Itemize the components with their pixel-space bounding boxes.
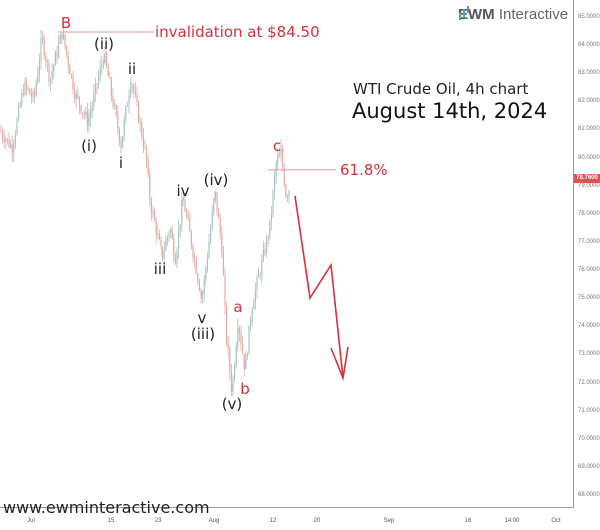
candlestick-chart	[0, 25, 349, 397]
y-tick-label: 70.0000	[578, 435, 600, 442]
x-tick-label: 14:00	[504, 518, 520, 524]
x-tick-label: 15	[107, 518, 115, 524]
brand-name: EWM Interactive	[458, 6, 568, 23]
y-tick-label: 69.0000	[578, 463, 600, 470]
y-tick-label: 71.0000	[578, 407, 600, 414]
chart-title: WTI Crude Oil, 4h chart	[353, 80, 529, 98]
x-tick-label: Oct	[551, 518, 561, 524]
brand-logo: EWM Interactive	[458, 6, 568, 23]
x-tick-label: 12	[269, 518, 277, 524]
invalidation-label: invalidation at $84.50	[155, 23, 320, 41]
wave-label: c	[272, 137, 282, 155]
y-tick-label: 82.0000	[578, 98, 600, 105]
y-tick-label: 79.0000	[578, 182, 600, 189]
y-tick-label: 81.0000	[578, 126, 600, 133]
y-tick-label: 83.0000	[578, 70, 600, 77]
wave-label: v	[197, 309, 207, 327]
wave-label: (iv)	[203, 171, 229, 189]
y-tick-label: 75.0000	[578, 295, 600, 302]
bar-chart-logo-icon	[459, 6, 469, 20]
wave-label: (iii)	[190, 325, 216, 343]
chart-plot-area	[0, 0, 574, 508]
wave-label: (ii)	[93, 35, 115, 53]
y-tick-label: 72.0000	[578, 379, 600, 386]
wave-label: a	[233, 298, 243, 316]
current-price-badge: 78.7600	[574, 174, 600, 183]
wave-label: i	[118, 154, 124, 172]
candles	[0, 25, 290, 397]
wave-label: B	[60, 14, 72, 32]
wave-label: iv	[176, 182, 190, 200]
y-tick-label: 76.0000	[578, 267, 600, 274]
x-tick-label: Sep	[383, 518, 395, 524]
chart-date: August 14th, 2024	[352, 99, 548, 123]
y-tick-label: 84.0000	[578, 42, 600, 49]
x-tick-label: 16	[464, 518, 472, 524]
wave-label: ii	[127, 60, 137, 78]
y-tick-label: 68.0000	[578, 492, 600, 499]
x-tick-label: 20	[313, 518, 321, 524]
y-tick-label: 77.0000	[578, 238, 600, 245]
y-tick-label: 80.0000	[578, 154, 600, 161]
brand-name-rest: Interactive	[494, 6, 569, 23]
x-tick-label: 23	[154, 518, 162, 524]
fib-level-label: 61.8%	[340, 161, 388, 179]
arrowhead-icon	[330, 346, 349, 381]
wave-label: (i)	[81, 137, 97, 155]
wave-label: b	[240, 380, 250, 398]
y-tick-label: 85.0000	[578, 14, 600, 20]
x-tick-label: Aug	[208, 518, 220, 524]
footer-url[interactable]: www.ewminteractive.com	[3, 498, 210, 517]
wave-label: iii	[153, 260, 167, 278]
projection-arrow-icon	[294, 195, 344, 379]
wave-label: (v)	[221, 395, 243, 413]
x-tick-label: Jul	[27, 518, 35, 524]
y-tick-label: 78.0000	[578, 210, 600, 217]
y-tick-label: 73.0000	[578, 351, 600, 358]
y-tick-label: 74.0000	[578, 323, 600, 330]
level-lines	[58, 31, 336, 171]
